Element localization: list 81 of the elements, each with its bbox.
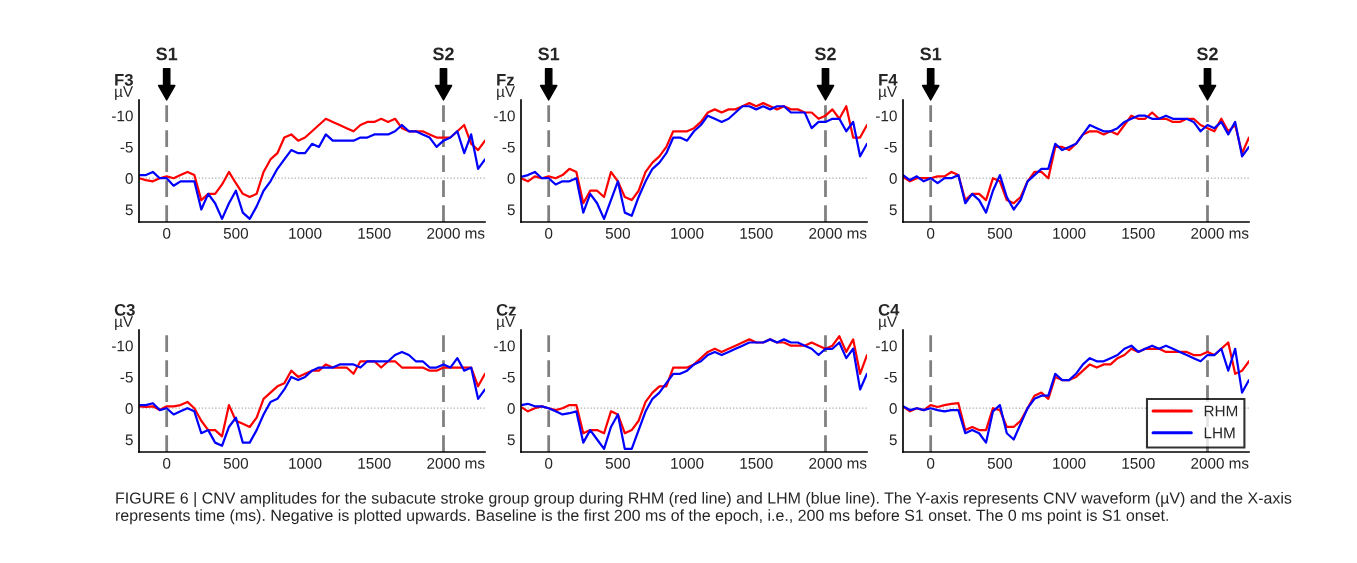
y-tick-label: 0	[889, 173, 897, 184]
y-axis-title: µV	[115, 316, 134, 330]
y-axis-title: µV	[497, 316, 516, 330]
x-tick-label: 1500	[358, 457, 391, 469]
x-tick-label: 0	[927, 457, 935, 469]
legend-label: RHM	[1204, 405, 1238, 417]
x-tick-label: 1000	[1053, 227, 1086, 239]
x-tick-label: 500	[987, 227, 1013, 239]
x-tick-label: 500	[987, 457, 1013, 469]
x-tick-label: 1500	[358, 227, 391, 239]
legend-label: LHM	[1204, 427, 1235, 439]
chart-title: F4	[879, 74, 898, 86]
y-axis-title: µV	[497, 86, 516, 100]
chart-title: F3	[115, 73, 133, 86]
y-tick-label: -10	[112, 340, 133, 352]
x-tick-label: 0	[545, 227, 553, 239]
x-tick-label: 1500	[1122, 227, 1155, 239]
y-tick-label: -5	[884, 141, 897, 153]
chart-title: C3	[114, 303, 135, 316]
y-tick-label: -5	[120, 141, 133, 153]
y-tick-label: -5	[884, 371, 897, 383]
chart-title: Cz	[496, 303, 516, 316]
x-tick-label: 1000	[289, 227, 322, 239]
x-tick-label: 2000	[1191, 227, 1224, 239]
ref-line-label: S2	[432, 47, 454, 61]
x-axis-title: ms	[1229, 460, 1249, 469]
y-tick-label: -10	[112, 110, 133, 122]
y-tick-label: 5	[125, 204, 133, 216]
x-tick-label: 2000	[427, 227, 460, 239]
ref-line-label: S1	[538, 47, 560, 61]
y-tick-label: 0	[507, 173, 515, 184]
y-tick-label: 0	[125, 403, 133, 414]
x-tick-label: 1500	[740, 227, 773, 239]
ref-line-label: S1	[156, 47, 178, 61]
y-tick-label: 0	[125, 173, 133, 184]
y-tick-label: 5	[889, 204, 897, 216]
x-axis-title: ms	[1229, 230, 1249, 239]
x-tick-label: 1000	[289, 457, 322, 469]
x-tick-label: 500	[223, 457, 249, 469]
x-axis-title: ms	[847, 230, 867, 239]
ref-line-label: S2	[814, 47, 836, 61]
x-tick-label: 500	[605, 457, 631, 469]
y-tick-label: 5	[507, 204, 515, 216]
x-tick-label: 1500	[1122, 457, 1155, 469]
x-tick-label: 500	[223, 227, 249, 239]
x-tick-label: 0	[163, 457, 171, 469]
x-tick-label: 500	[605, 227, 631, 239]
y-tick-label: -10	[494, 340, 515, 352]
y-tick-label: -10	[876, 110, 897, 122]
x-tick-label: 2000	[809, 227, 842, 239]
y-tick-label: -10	[494, 110, 515, 122]
x-tick-label: 0	[545, 457, 553, 469]
y-tick-label: -10	[876, 340, 897, 352]
x-tick-label: 1000	[671, 457, 704, 469]
x-tick-label: 1500	[740, 457, 773, 469]
y-tick-label: -5	[502, 371, 515, 383]
x-tick-label: 1000	[1053, 457, 1086, 469]
y-axis-title: µV	[879, 316, 898, 330]
chart-title: C4	[878, 303, 900, 316]
y-axis-title: µV	[879, 86, 898, 100]
x-axis-title: ms	[465, 460, 485, 469]
x-tick-label: 1000	[671, 227, 704, 239]
x-tick-label: 0	[163, 227, 171, 239]
y-tick-label: 5	[125, 434, 133, 446]
y-tick-label: 0	[889, 403, 897, 414]
y-tick-label: -5	[120, 371, 133, 383]
x-tick-label: 2000	[809, 457, 842, 469]
y-tick-label: 0	[507, 403, 515, 414]
x-tick-label: 2000	[427, 457, 460, 469]
x-tick-label: 0	[927, 227, 935, 239]
y-tick-label: 5	[507, 434, 515, 446]
chart-title: Fz	[497, 74, 514, 86]
x-axis-title: ms	[465, 230, 485, 239]
x-tick-label: 2000	[1191, 457, 1224, 469]
y-axis-title: µV	[115, 86, 134, 100]
y-tick-label: 5	[889, 434, 897, 446]
caption: FIGURE 6 | CNV amplitudes for the subacute stroke group group during RHM (red line) and LHM (blue line). The Y-axis represents CNV waveform (µV) and the X-axis represents time (ms). Negative is plotted upwards. Baseline is the first 200 ms of the epoch, i.e., 200 ms before S1 onset. The 0 ms point is S1 onset.	[116, 492, 1292, 525]
y-tick-label: -5	[502, 141, 515, 153]
ref-line-label: S2	[1196, 47, 1218, 61]
x-axis-title: ms	[847, 460, 867, 469]
ref-line-label: S1	[920, 47, 942, 61]
